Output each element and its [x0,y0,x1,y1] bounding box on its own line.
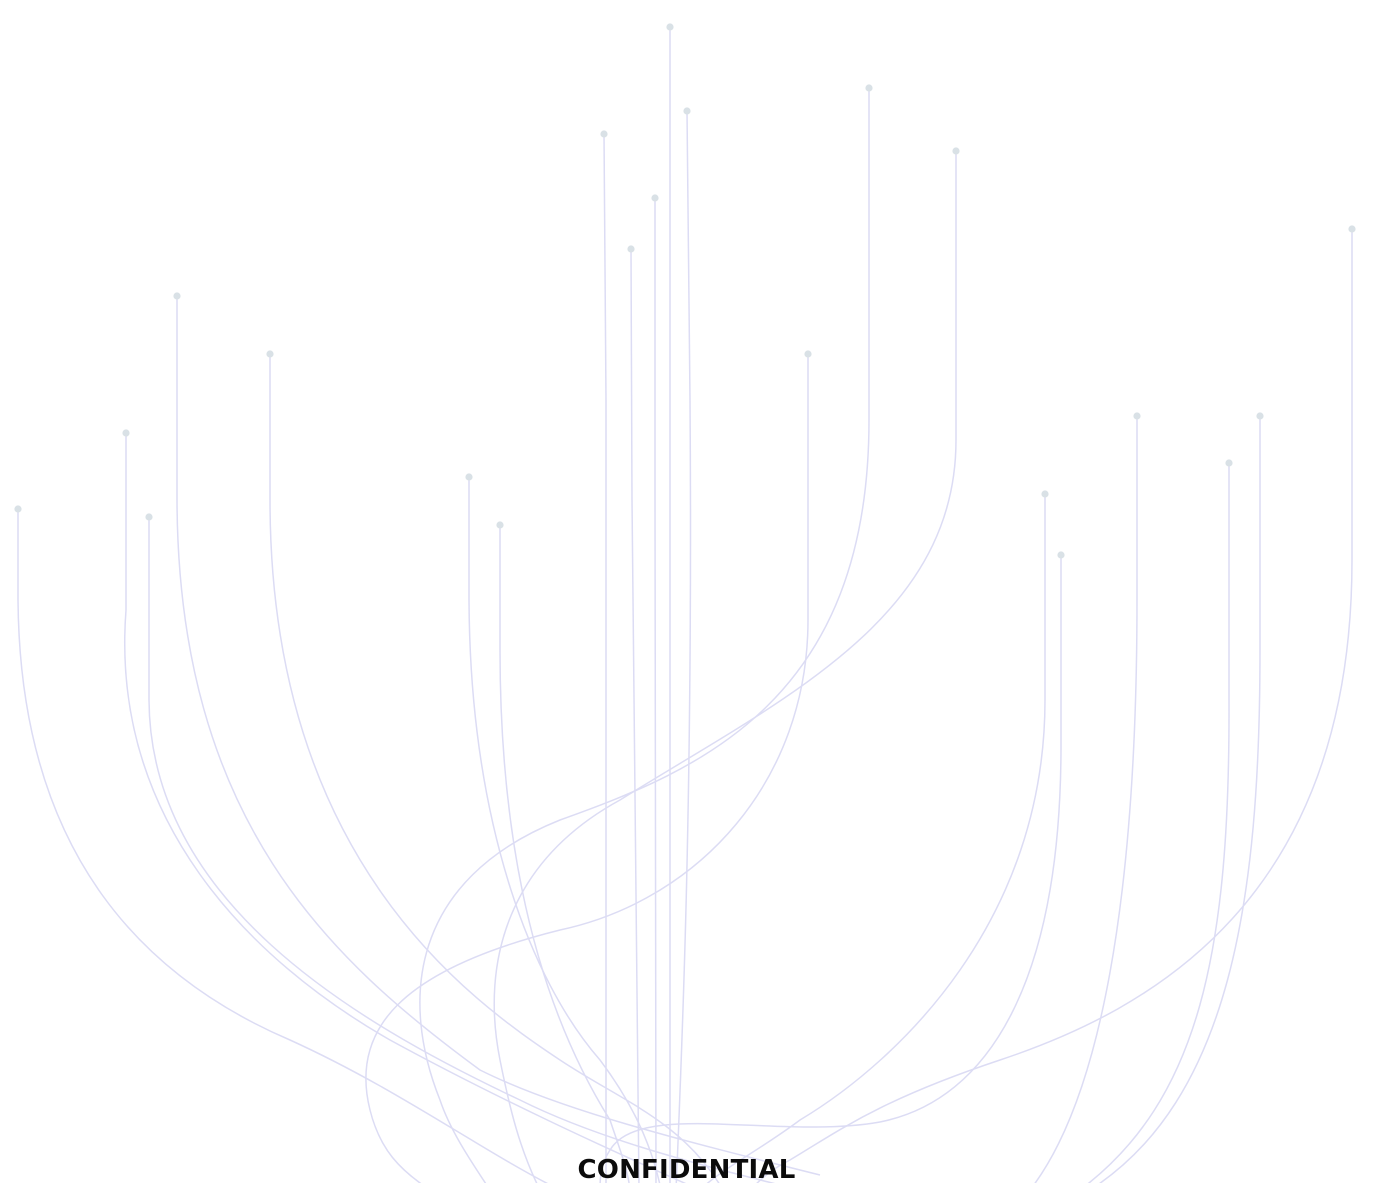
strand-node-11 [666,23,673,30]
strand-node-2 [122,429,129,436]
strand-node-7 [496,521,503,528]
strand-node-13 [804,350,811,357]
strand-node-17 [1057,551,1064,558]
strand-node-4 [173,292,180,299]
strand-8 [604,134,606,1183]
strand-node-9 [627,245,634,252]
strand-17 [600,555,1061,1183]
strand-node-3 [145,513,152,520]
strand-node-12 [683,107,690,114]
confidential-watermark: CONFIDENTIAL [0,1148,1373,1183]
strand-19 [1080,463,1229,1183]
strand-18 [1030,416,1137,1183]
strand-node-19 [1225,459,1232,466]
strand-node-21 [1348,225,1355,232]
strand-16 [700,494,1045,1183]
strand-20 [1090,416,1260,1183]
strand-node-8 [600,130,607,137]
strand-6 [469,477,660,1183]
strand-node-6 [465,473,472,480]
strand-node-14 [865,84,872,91]
strand-1 [18,509,560,1183]
strand-3 [149,517,800,1183]
strand-node-15 [952,147,959,154]
strand-10 [655,198,656,1183]
strand-node-5 [266,350,273,357]
strand-node-16 [1041,490,1048,497]
strand-group [14,23,1355,1183]
strand-21 [750,229,1352,1183]
strand-9 [631,249,639,1183]
strand-4 [177,296,820,1175]
strand-5 [270,354,720,1183]
strand-14 [420,88,869,1183]
strand-2 [125,433,700,1183]
strand-7 [500,525,630,1183]
strand-node-18 [1133,412,1140,419]
strand-node-20 [1256,412,1263,419]
strand-13 [366,354,808,1183]
strand-node-1 [14,505,21,512]
strand-node-10 [651,194,658,201]
strand-12 [676,111,691,1183]
